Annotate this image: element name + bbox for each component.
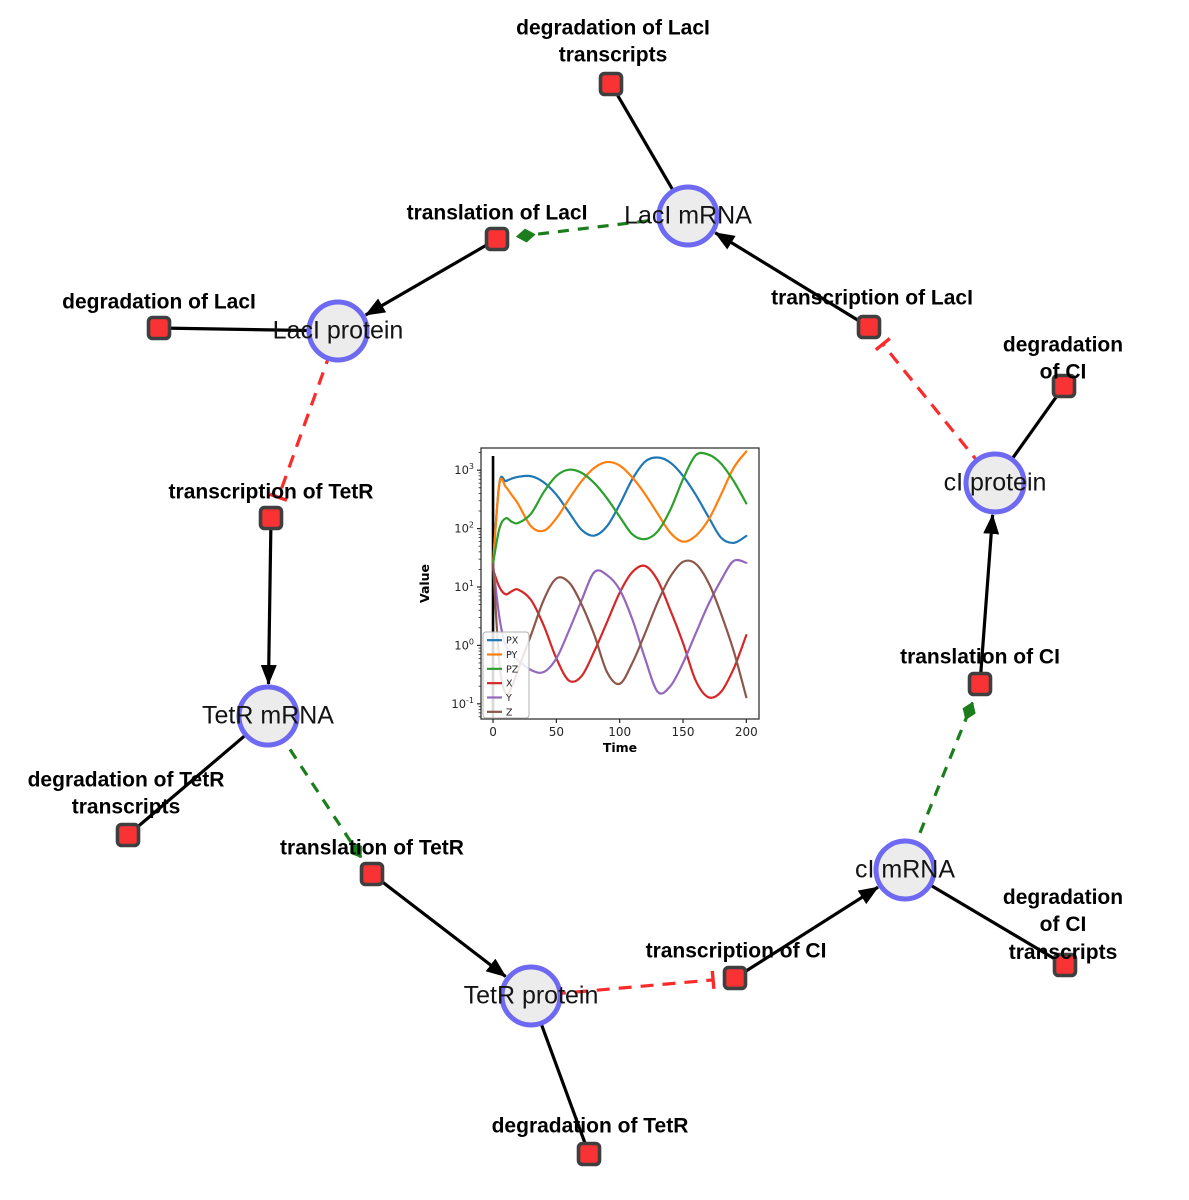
series-line-PZ bbox=[491, 451, 748, 565]
edge-product-translation-laci-to-laci-protein bbox=[364, 237, 498, 317]
reaction-node-deg-ci-transcripts[interactable] bbox=[1052, 952, 1078, 978]
edge-product-translation-tetr-to-tetr-protein bbox=[371, 872, 507, 978]
reaction-node-translation-tetr[interactable] bbox=[359, 861, 385, 887]
edge-product-transcription-tetr-to-tetr-mrna bbox=[260, 517, 277, 686]
x-tick-label: 150 bbox=[672, 725, 695, 739]
reaction-node-deg-tetr[interactable] bbox=[576, 1141, 602, 1167]
species-node-laci-mrna[interactable] bbox=[656, 184, 720, 248]
nodes-group bbox=[115, 71, 1078, 1167]
species-node-laci-protein[interactable] bbox=[306, 299, 370, 363]
chart-legend: PX PY PZ XYZ bbox=[482, 631, 530, 719]
inset-chart-svg: 0 50 100 150 20010-1100101102103TimeValuePXP… bbox=[408, 426, 784, 774]
legend-label-Y: Y bbox=[505, 693, 512, 704]
legend-label-Z: Z bbox=[506, 707, 513, 718]
x-tick-label: 100 bbox=[608, 725, 631, 739]
edge-product-transcription-ci-to-ci-mrna bbox=[734, 885, 879, 980]
reaction-node-deg-tetr-transcripts[interactable] bbox=[115, 822, 141, 848]
reaction-node-deg-ci[interactable] bbox=[1051, 373, 1077, 399]
species-node-ci-protein[interactable] bbox=[963, 451, 1027, 515]
edge-product-translation-ci-to-ci-protein bbox=[978, 513, 1000, 685]
chart-x-axis-label: Time bbox=[603, 740, 637, 755]
reaction-node-deg-laci[interactable] bbox=[146, 315, 172, 341]
reaction-node-transcription-ci[interactable] bbox=[722, 965, 748, 991]
x-tick-label: 0 bbox=[489, 725, 497, 739]
reaction-node-translation-laci[interactable] bbox=[484, 226, 510, 252]
x-tick-label: 200 bbox=[735, 725, 758, 739]
species-node-tetr-mrna[interactable] bbox=[236, 684, 300, 748]
reaction-node-transcription-laci[interactable] bbox=[856, 314, 882, 340]
edge-product-transcription-laci-to-laci-mrna bbox=[714, 231, 870, 329]
series-line-PX bbox=[491, 456, 748, 565]
reaction-node-deg-laci-transcripts[interactable] bbox=[598, 71, 624, 97]
legend-label-PY: PY bbox=[506, 650, 518, 661]
series-line-PY bbox=[491, 450, 748, 565]
series-line-X bbox=[491, 564, 748, 699]
x-tick-label: 50 bbox=[549, 725, 564, 739]
reaction-node-transcription-tetr[interactable] bbox=[258, 505, 284, 531]
legend-label-X: X bbox=[506, 679, 513, 690]
species-node-ci-mrna[interactable] bbox=[873, 838, 937, 902]
species-node-tetr-protein[interactable] bbox=[499, 964, 563, 1028]
legend-label-PZ: PZ bbox=[506, 664, 519, 675]
inset-chart: 0 50 100 150 200 10-1 100 101 102 103 Time Value PX P… bbox=[408, 426, 784, 774]
chart-y-axis-label: Value bbox=[417, 564, 432, 603]
legend-label-PX: PX bbox=[506, 636, 519, 647]
reaction-node-translation-ci[interactable] bbox=[967, 671, 993, 697]
